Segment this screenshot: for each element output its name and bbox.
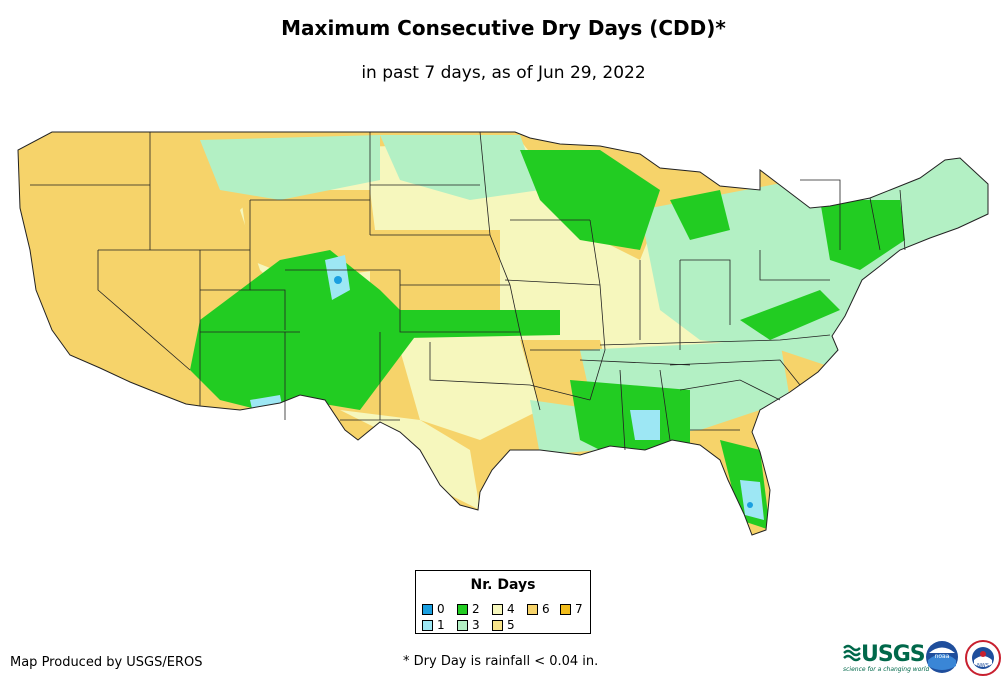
legend-label-4: 4 — [507, 602, 515, 616]
florida-0day — [747, 502, 753, 508]
legend-item-2: 2 — [457, 602, 480, 616]
michigan-green2 — [670, 190, 730, 240]
swatch-1 — [422, 619, 433, 631]
oklahoma-texas-pale — [400, 340, 540, 440]
swatch-3 — [457, 619, 468, 631]
appalachian-green2 — [740, 290, 840, 340]
oregon-region — [30, 170, 160, 270]
legend-label-7: 7 — [575, 602, 583, 616]
map-subtitle: in past 7 days, as of Jun 29, 2022 — [361, 63, 646, 83]
usgs-wave-icon — [843, 644, 861, 662]
legend-label-2: 2 — [472, 602, 480, 616]
agency-logos: USGS science for a changing world noaa N… — [843, 638, 1003, 678]
legend-item-6: 6 — [527, 602, 550, 616]
swatch-0 — [422, 603, 433, 615]
dry-day-footnote: * Dry Day is rainfall < 0.04 in. — [403, 654, 599, 669]
swatch-5 — [492, 619, 503, 631]
swatch-7 — [560, 603, 571, 615]
usgs-logo-text: USGS — [861, 642, 926, 667]
legend-label-6: 6 — [542, 602, 550, 616]
texas-pale — [340, 410, 480, 510]
florida-1day — [740, 480, 764, 520]
nws-logo-label: NWS — [977, 663, 989, 669]
noaa-logo-label: noaa — [935, 653, 950, 660]
swatch-4 — [492, 603, 503, 615]
legend-item-5: 5 — [492, 618, 515, 632]
legend-item-3: 3 — [457, 618, 480, 632]
gulf-1day — [630, 410, 660, 440]
legend-label-1: 1 — [437, 618, 445, 632]
montana-green3 — [200, 135, 380, 200]
map-title: Maximum Consecutive Dry Days (CDD)* — [281, 16, 726, 40]
legend-item-4: 4 — [492, 602, 515, 616]
producer-credit: Map Produced by USGS/EROS — [10, 655, 203, 670]
legend-title: Nr. Days — [470, 577, 536, 593]
legend-item-1: 1 — [422, 618, 445, 632]
legend-label-3: 3 — [472, 618, 480, 632]
legend-item-7: 7 — [560, 602, 583, 616]
legend-label-5: 5 — [507, 618, 515, 632]
nebraska-region — [370, 230, 500, 320]
kansas-band-green2 — [300, 310, 560, 340]
new-england-green2 — [820, 200, 905, 270]
cdd-shading — [18, 132, 988, 535]
legend-box: Nr. Days 0 1 2 3 4 5 6 7 — [415, 570, 591, 634]
upper-midwest-green2 — [520, 150, 660, 250]
nws-logo-icon: NWS — [965, 640, 1001, 676]
colorado-0day — [334, 276, 342, 284]
dakota-green3 — [380, 135, 540, 200]
usgs-tagline: science for a changing world — [843, 666, 930, 673]
swatch-2 — [457, 603, 468, 615]
legend-item-0: 0 — [422, 602, 445, 616]
swatch-6 — [527, 603, 538, 615]
noaa-logo-icon: noaa — [926, 641, 958, 673]
legend-label-0: 0 — [437, 602, 445, 616]
state-boundaries — [17, 131, 989, 536]
us-cdd-map — [17, 131, 989, 536]
